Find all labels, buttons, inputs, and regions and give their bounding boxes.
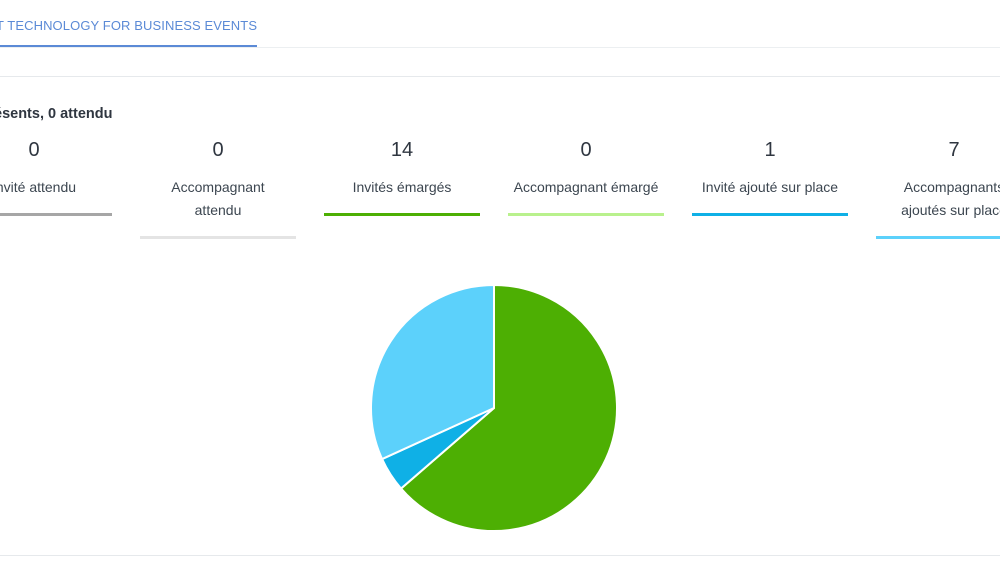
tab-label: T TECHNOLOGY FOR BUSINESS EVENTS: [0, 18, 257, 33]
pie-chart-svg: [370, 283, 618, 532]
stat-color-bar: [508, 213, 664, 216]
stat-count: 0: [580, 139, 592, 161]
stat-label: Accompagnants ajoutés sur place: [901, 179, 1000, 218]
bottom-divider: [0, 555, 1000, 556]
attendance-summary: ésents, 0 attendu: [0, 106, 113, 122]
stat-label: Invités émargés: [352, 179, 452, 195]
stat-color-bar: [876, 236, 1000, 239]
stat-count: 1: [764, 139, 776, 161]
stat-color-bar: [692, 213, 848, 216]
stat-accompagnants-ajoutes: 7 Accompagnants ajoutés sur place: [876, 137, 1000, 239]
pie-slice-accompagnants-ajout-s-sur-place[interactable]: [370, 283, 495, 461]
divider: [0, 76, 1000, 77]
stat-label: Invité ajouté sur place: [701, 179, 839, 195]
stat-color-bar: [324, 213, 480, 216]
stat-color-bar: [140, 236, 296, 239]
stat-label: Invité attendu: [0, 179, 77, 195]
stat-accompagnant-emarge: 0 Accompagnant émargé: [508, 137, 664, 216]
stat-accompagnant-attendu: 0 Accompagnant attendu: [140, 137, 296, 239]
stat-invite-attendu: 0 Invité attendu: [0, 137, 112, 216]
stat-count: 7: [948, 139, 960, 161]
stat-count: 14: [390, 139, 414, 161]
stat-color-bar: [0, 213, 112, 216]
stat-label: Accompagnant attendu: [171, 179, 265, 218]
stat-invite-ajoute: 1 Invité ajouté sur place: [692, 137, 848, 216]
tab-event[interactable]: T TECHNOLOGY FOR BUSINESS EVENTS: [0, 0, 257, 47]
stat-invites-emarges: 14 Invités émargés: [324, 137, 480, 216]
pie-slice-invit-s-marg-s[interactable]: [399, 283, 618, 532]
tab-bar: T TECHNOLOGY FOR BUSINESS EVENTS: [0, 0, 1000, 48]
stat-count: 0: [212, 139, 224, 161]
stat-label: Accompagnant émargé: [513, 179, 659, 195]
pie-chart: [370, 283, 618, 532]
stat-count: 0: [28, 139, 40, 161]
